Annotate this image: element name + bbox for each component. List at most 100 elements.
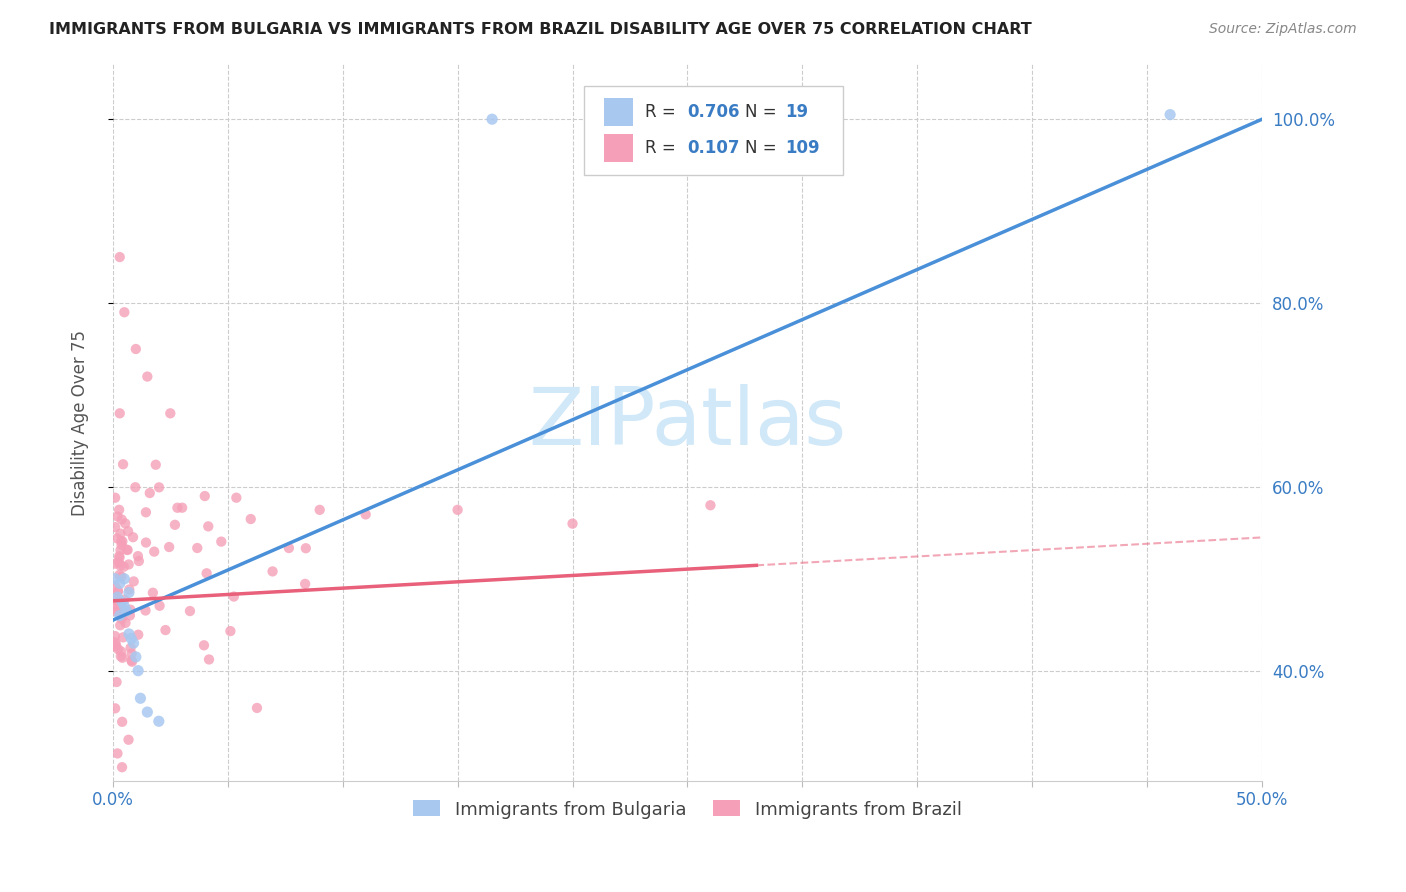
Text: R =: R = bbox=[645, 139, 681, 157]
Point bbox=[104, 588, 127, 602]
Point bbox=[110, 543, 132, 558]
Point bbox=[111, 512, 134, 526]
Point bbox=[222, 590, 245, 604]
Point bbox=[125, 342, 148, 356]
Point bbox=[110, 558, 132, 573]
Point bbox=[155, 623, 177, 637]
Point bbox=[114, 615, 136, 630]
Text: N =: N = bbox=[745, 139, 776, 157]
Point bbox=[108, 608, 131, 623]
Point bbox=[105, 675, 128, 690]
Point bbox=[107, 509, 129, 524]
Point bbox=[561, 516, 583, 531]
Point bbox=[117, 524, 139, 539]
Point bbox=[112, 305, 135, 319]
Point bbox=[149, 599, 172, 613]
Point bbox=[127, 549, 149, 563]
Point bbox=[121, 647, 143, 661]
Point bbox=[107, 583, 129, 598]
Text: R =: R = bbox=[645, 103, 681, 121]
Text: ZIPatlas: ZIPatlas bbox=[529, 384, 846, 461]
Text: Source: ZipAtlas.com: Source: ZipAtlas.com bbox=[1209, 22, 1357, 37]
Point bbox=[148, 714, 170, 729]
Point bbox=[225, 491, 247, 505]
Point bbox=[110, 608, 132, 623]
Point bbox=[295, 541, 318, 556]
Point bbox=[246, 701, 269, 715]
Point bbox=[104, 579, 127, 593]
Point bbox=[117, 732, 139, 747]
FancyBboxPatch shape bbox=[583, 86, 842, 175]
Point bbox=[121, 655, 143, 669]
Point bbox=[209, 534, 232, 549]
Point bbox=[239, 512, 262, 526]
Point bbox=[219, 624, 242, 639]
Point bbox=[148, 480, 170, 494]
Point bbox=[136, 705, 159, 719]
Point bbox=[107, 642, 129, 657]
Point bbox=[194, 489, 217, 503]
Point bbox=[105, 532, 128, 546]
Point bbox=[1159, 107, 1181, 121]
Point bbox=[122, 530, 145, 544]
Point bbox=[108, 503, 131, 517]
Point bbox=[120, 603, 142, 617]
Text: 0.706: 0.706 bbox=[688, 103, 740, 121]
Point bbox=[104, 629, 127, 643]
Point bbox=[127, 664, 149, 678]
Point bbox=[135, 505, 157, 519]
Point bbox=[110, 569, 132, 583]
Point bbox=[195, 566, 218, 581]
Point bbox=[122, 574, 145, 589]
Point bbox=[110, 534, 132, 549]
Point bbox=[108, 576, 131, 591]
Point bbox=[108, 250, 131, 264]
Point bbox=[294, 577, 316, 591]
Point bbox=[134, 603, 156, 617]
Point bbox=[118, 627, 141, 641]
Point bbox=[262, 565, 284, 579]
Point bbox=[197, 519, 219, 533]
Point bbox=[112, 606, 135, 620]
Point bbox=[104, 572, 127, 586]
Point bbox=[128, 554, 150, 568]
Point bbox=[125, 649, 148, 664]
Point bbox=[108, 618, 131, 632]
Point bbox=[120, 640, 142, 655]
Point bbox=[193, 638, 215, 652]
Point bbox=[112, 559, 135, 574]
Point bbox=[112, 599, 135, 614]
Point bbox=[354, 508, 377, 522]
Text: 19: 19 bbox=[785, 103, 808, 121]
Point bbox=[129, 691, 152, 706]
Text: 109: 109 bbox=[785, 139, 820, 157]
Point bbox=[111, 534, 134, 549]
Point bbox=[104, 602, 127, 616]
Point bbox=[118, 582, 141, 597]
Point bbox=[110, 644, 132, 658]
FancyBboxPatch shape bbox=[603, 98, 634, 126]
Point bbox=[142, 585, 165, 599]
Point bbox=[110, 538, 132, 552]
Point bbox=[104, 520, 127, 534]
Point bbox=[121, 653, 143, 667]
Point bbox=[699, 498, 721, 512]
Point bbox=[108, 550, 131, 565]
Point bbox=[108, 406, 131, 420]
Point bbox=[308, 503, 330, 517]
Point bbox=[111, 714, 134, 729]
Point bbox=[136, 369, 159, 384]
Point bbox=[277, 541, 299, 555]
Point bbox=[143, 544, 166, 558]
Point bbox=[104, 639, 127, 653]
Point bbox=[172, 500, 194, 515]
Point bbox=[107, 584, 129, 599]
Point bbox=[118, 558, 141, 572]
Text: 0.107: 0.107 bbox=[688, 139, 740, 157]
Point bbox=[108, 555, 131, 569]
Point bbox=[115, 604, 138, 618]
Point bbox=[145, 458, 167, 472]
Legend: Immigrants from Bulgaria, Immigrants from Brazil: Immigrants from Bulgaria, Immigrants fro… bbox=[406, 793, 969, 826]
FancyBboxPatch shape bbox=[603, 135, 634, 161]
Point bbox=[118, 608, 141, 623]
